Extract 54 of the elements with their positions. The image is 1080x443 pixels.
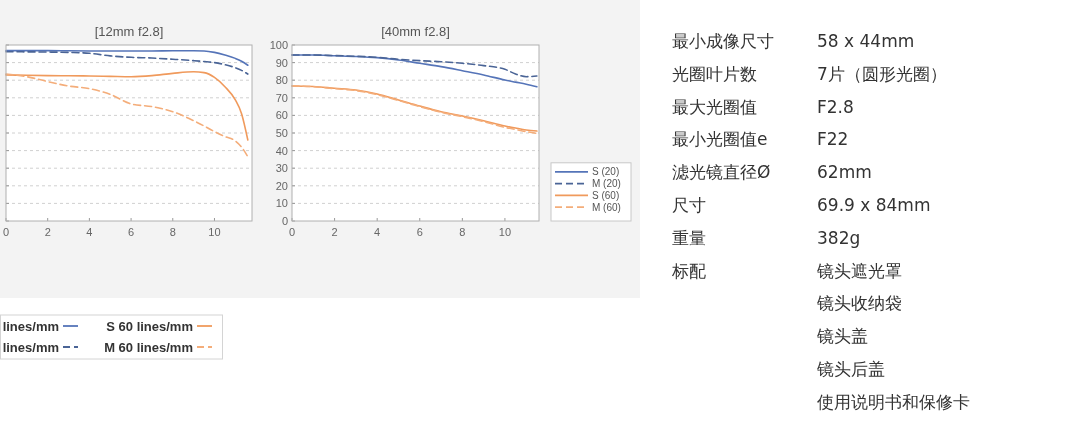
y-tick-label: 100 <box>269 39 288 51</box>
x-tick-label: 2 <box>331 226 338 238</box>
x-tick-label: 4 <box>86 226 93 238</box>
y-tick-label: 20 <box>275 179 288 192</box>
text: F22 <box>817 129 849 150</box>
category-label: 光圈叶片数 <box>672 63 757 84</box>
x-tick-label: 0 <box>2 226 10 238</box>
x-tick-label: 10 <box>208 226 221 238</box>
text: 382g <box>817 227 861 248</box>
text: 7片（圆形光圈） <box>817 63 947 84</box>
category-label: 滤光镜直径Ø <box>672 162 771 183</box>
text: F2.8 <box>817 96 854 117</box>
text: 62mm <box>817 162 872 183</box>
x-tick-label: 10 <box>498 226 512 238</box>
legend-label: S (60) <box>592 189 620 201</box>
x-tick-label: 0 <box>288 226 296 238</box>
legend-label: M 60 lines/mm <box>104 339 193 355</box>
y-tick-label: 80 <box>275 74 288 87</box>
category-label: 最大光圈值 <box>672 96 757 117</box>
line-series <box>291 54 538 78</box>
legend-label: lines/mm <box>2 318 59 334</box>
y-tick-label: 30 <box>275 162 288 175</box>
y-tick-label: 70 <box>275 91 288 104</box>
chart-title: [40mm f2.8] <box>381 24 450 39</box>
category-label: 最小成像尺寸 <box>672 31 774 51</box>
y-tick-label: 60 <box>275 109 288 122</box>
legend-label: S 60 lines/mm <box>106 318 193 334</box>
x-tick-label: 6 <box>416 226 423 238</box>
legend-label: M (20) <box>592 178 621 190</box>
text: 58 x 44mm <box>817 31 915 51</box>
category-label: 重量 <box>672 227 706 248</box>
legend-label: lines/mm <box>2 339 59 355</box>
text: 镜头遮光罩 <box>816 260 902 281</box>
y-tick-label: 10 <box>275 197 288 210</box>
text: 镜头后盖 <box>816 359 885 379</box>
text: 镜头收纳袋 <box>816 293 902 314</box>
x-tick-label: 2 <box>44 226 51 238</box>
y-tick-label: 40 <box>275 144 288 157</box>
category-label: 最小光圈值e <box>672 129 768 150</box>
y-tick-label: 50 <box>275 127 288 139</box>
text: 镜头盖 <box>816 326 868 347</box>
chart-title: [12mm f2.8] <box>94 24 164 39</box>
category-label: 标配 <box>671 260 706 281</box>
x-tick-label: 6 <box>128 226 135 238</box>
x-tick-label: 8 <box>169 226 176 238</box>
category-label: 尺寸 <box>672 195 706 215</box>
x-tick-label: 4 <box>374 226 381 238</box>
x-tick-label: 8 <box>459 226 466 238</box>
y-tick-label: 0 <box>281 215 288 227</box>
legend-label: S (20) <box>592 166 620 178</box>
legend-label: M (60) <box>592 201 621 213</box>
y-tick-label: 90 <box>275 56 288 69</box>
text: 69.9 x 84mm <box>817 195 931 215</box>
text: 使用说明书和保修卡 <box>817 391 970 412</box>
